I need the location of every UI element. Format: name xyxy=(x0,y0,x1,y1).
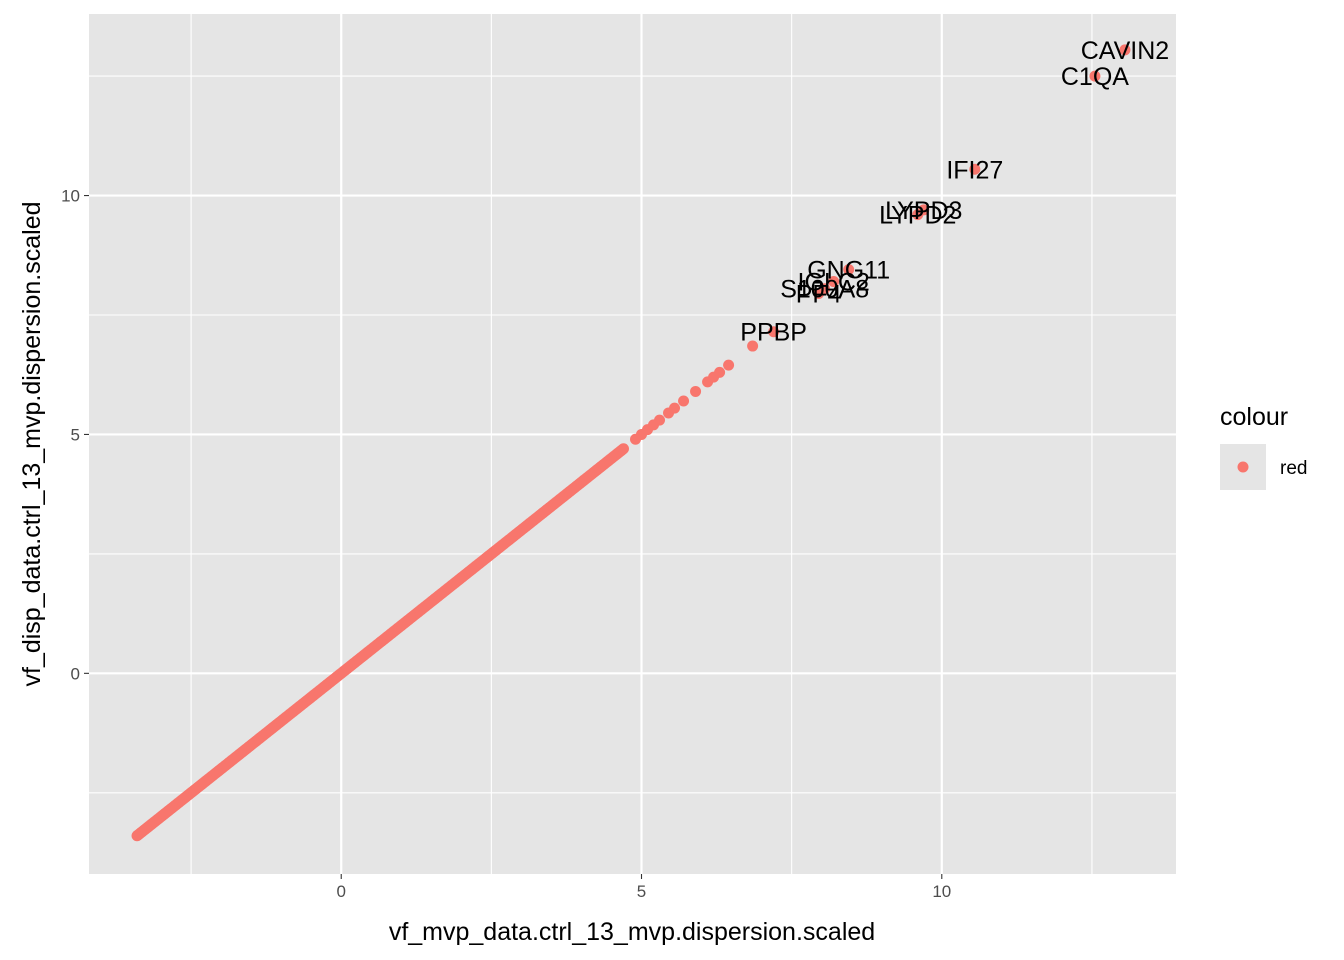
x-tick-label: 10 xyxy=(932,882,951,901)
x-axis-title: vf_mvp_data.ctrl_13_mvp.dispersion.scale… xyxy=(389,918,875,946)
data-point xyxy=(747,340,759,352)
data-point xyxy=(617,443,629,455)
data-points xyxy=(131,44,1131,842)
data-point xyxy=(714,366,726,378)
point-label: IFI27 xyxy=(946,156,1003,184)
data-point xyxy=(678,395,690,407)
point-label: GNG11 xyxy=(807,257,890,285)
legend: colour red xyxy=(1220,403,1307,490)
point-label: PF4 xyxy=(796,281,842,309)
legend-key-point xyxy=(1237,461,1249,473)
point-label: CAVIN2 xyxy=(1081,37,1169,65)
y-tick-label: 10 xyxy=(61,187,80,206)
y-tick-label: 0 xyxy=(71,664,80,683)
labeled-data-point xyxy=(843,264,855,276)
point-label: S100A8 xyxy=(780,276,869,304)
y-axis-title: vf_disp_data.ctrl_13_mvp.dispersion.scal… xyxy=(18,202,46,687)
point-label: IGLC2 xyxy=(798,269,870,297)
data-point xyxy=(654,414,666,426)
labeled-data-point xyxy=(969,163,981,175)
labeled-data-point xyxy=(768,326,780,338)
labeled-data-point xyxy=(819,283,831,295)
labeled-data-point xyxy=(828,276,840,288)
labeled-data-point xyxy=(1089,70,1101,82)
point-label: LYPD2 xyxy=(879,202,956,230)
point-label: LYPD3 xyxy=(885,197,962,225)
point-label: PPBP xyxy=(740,319,807,347)
x-tick-label: 5 xyxy=(637,882,646,901)
y-axis-ticks: 0 5 10 xyxy=(61,187,89,683)
data-point xyxy=(669,402,681,414)
x-tick-label: 0 xyxy=(336,882,345,901)
minor-gridlines xyxy=(89,14,1176,874)
data-point xyxy=(723,359,735,371)
labeled-data-point xyxy=(918,204,930,216)
major-gridlines xyxy=(89,14,1176,874)
labeled-data-point xyxy=(1119,44,1131,56)
legend-label-red: red xyxy=(1280,458,1307,479)
x-axis-ticks: 0 5 10 xyxy=(336,874,951,901)
point-label: C1QA xyxy=(1061,63,1129,91)
data-point xyxy=(690,385,702,397)
legend-title: colour xyxy=(1220,403,1288,431)
y-tick-label: 5 xyxy=(71,425,80,444)
